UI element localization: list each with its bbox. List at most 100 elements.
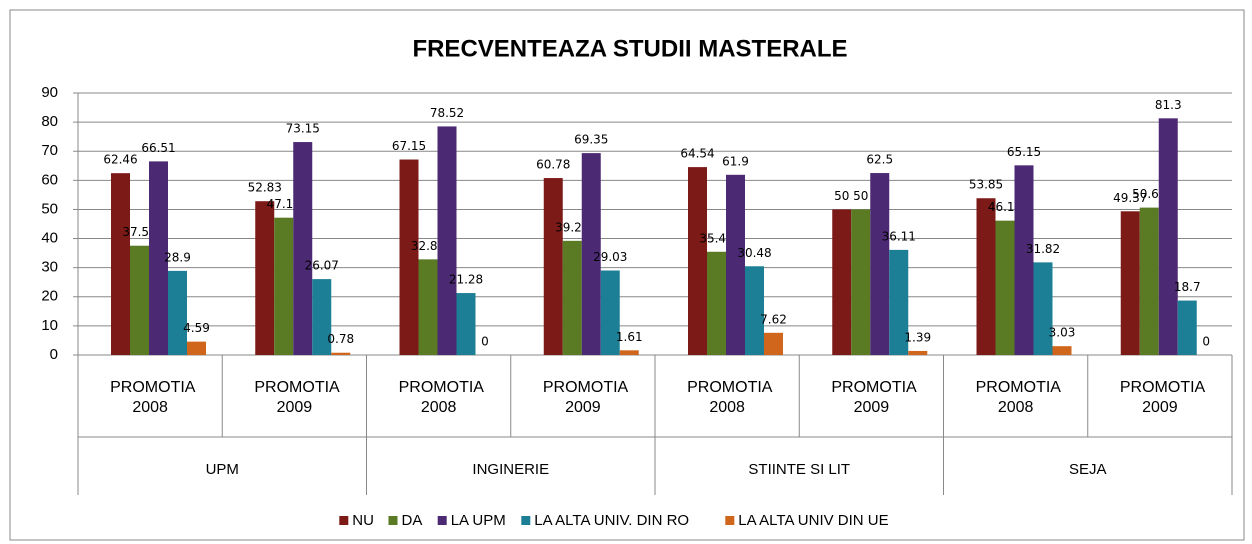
bar (1052, 346, 1072, 355)
x-tick-label: PROMOTIA 2008 (110, 379, 196, 416)
bar (976, 198, 996, 355)
bar (707, 251, 726, 355)
bar (1014, 165, 1034, 355)
bar (1139, 207, 1159, 355)
x-tick-label-box: PROMOTIA 2008 (398, 379, 484, 416)
bar (889, 249, 909, 355)
group-label: INGINERIE (472, 461, 549, 478)
value-label: 50 (834, 189, 849, 203)
value-label: 73.15 (286, 122, 320, 136)
legend-label: LA UPM (451, 512, 506, 529)
bar (600, 270, 620, 355)
value-label: 37.54 (122, 225, 156, 239)
bar (418, 259, 438, 355)
value-label: 21.28 (449, 273, 483, 287)
x-tick-label-box: PROMOTIA 2008 (975, 379, 1061, 416)
value-label: 65.15 (1007, 145, 1041, 159)
value-label: 78.52 (430, 106, 464, 120)
value-label: 50.63 (1132, 187, 1166, 201)
bar (130, 245, 149, 355)
value-label: 0 (481, 335, 489, 349)
value-label: 52.83 (248, 181, 282, 195)
legend-swatch (437, 516, 447, 525)
value-label: 31.82 (1026, 242, 1060, 256)
bar (562, 240, 582, 355)
x-tick-label: PROMOTIA 2009 (254, 379, 340, 416)
value-label: 67.15 (392, 139, 426, 153)
value-label: 30.48 (737, 246, 771, 260)
value-label: 53.85 (969, 178, 1003, 192)
value-label: 62.46 (103, 153, 137, 167)
bar (688, 167, 707, 355)
x-tick-label-box: PROMOTIA 2009 (254, 379, 340, 416)
y-tick-label: 80 (41, 113, 58, 130)
legend-swatch (339, 516, 349, 525)
bar (908, 350, 928, 355)
x-tick-label: PROMOTIA 2008 (975, 379, 1061, 416)
bar (619, 350, 639, 355)
value-label: 64.54 (680, 147, 714, 161)
bar (1120, 211, 1140, 355)
value-label: 18.7 (1174, 280, 1201, 294)
x-tick-label: PROMOTIA 2008 (398, 379, 484, 416)
x-tick-label-box: PROMOTIA 2009 (831, 379, 917, 416)
bar (1177, 300, 1197, 355)
y-tick-label: 60 (41, 171, 58, 188)
y-tick-label: 30 (41, 259, 58, 276)
value-label: 0.78 (327, 332, 354, 346)
y-tick-label: 90 (41, 84, 58, 101)
bar (1033, 262, 1053, 355)
value-label: 0 (1202, 335, 1210, 349)
value-label: 29.03 (593, 250, 627, 264)
x-tick-label-box: PROMOTIA 2009 (543, 379, 628, 416)
value-label: 60.78 (536, 158, 570, 172)
value-label: 7.62 (760, 312, 787, 326)
y-tick-label: 70 (41, 142, 58, 159)
bar (293, 142, 313, 355)
x-tick-label: PROMOTIA 2009 (831, 379, 917, 416)
bar (331, 352, 351, 355)
legend-swatch (725, 516, 735, 525)
bar (726, 174, 745, 355)
bar (456, 293, 476, 355)
bar (187, 341, 206, 355)
chart-title: FRECVENTEAZA STUDII MASTERALE (412, 35, 847, 62)
value-label: 49.37 (1113, 191, 1147, 205)
chart-frame (9, 9, 1245, 541)
y-tick-label: 50 (41, 200, 58, 217)
x-tick-label-box: PROMOTIA 2008 (110, 379, 196, 416)
bar (274, 217, 294, 355)
bar (111, 173, 130, 355)
bar (437, 126, 457, 355)
bar (851, 209, 871, 355)
value-label: 36.11 (882, 229, 916, 243)
bar (764, 332, 783, 355)
bar (543, 178, 563, 355)
value-label: 50 (853, 189, 868, 203)
value-label: 66.51 (141, 141, 175, 155)
bar (995, 220, 1015, 355)
group-label: STIINTE SI LIT (748, 461, 850, 478)
bar (168, 270, 187, 355)
bar (255, 201, 275, 355)
y-tick-label: 40 (41, 230, 58, 247)
value-label: 81.3 (1155, 98, 1182, 112)
bar (399, 159, 419, 355)
legend-label: LA ALTA UNIV DIN UE (738, 512, 888, 529)
value-label: 1.61 (616, 330, 643, 344)
value-label: 1.39 (904, 330, 931, 344)
group-label: SEJA (1069, 461, 1107, 478)
y-tick-label: 0 (50, 346, 58, 363)
value-label: 4.59 (183, 321, 210, 335)
value-label: 61.9 (722, 154, 749, 168)
bar (149, 161, 168, 355)
value-label: 3.03 (1049, 326, 1076, 340)
value-label: 35.46 (699, 231, 733, 245)
value-label: 39.22 (555, 220, 589, 234)
x-tick-label-box: PROMOTIA 2009 (1120, 379, 1205, 416)
bar (832, 209, 852, 355)
bar (312, 279, 332, 355)
y-tick-label: 10 (41, 317, 58, 334)
legend-swatch (388, 516, 398, 525)
value-label: 32.85 (411, 239, 445, 253)
